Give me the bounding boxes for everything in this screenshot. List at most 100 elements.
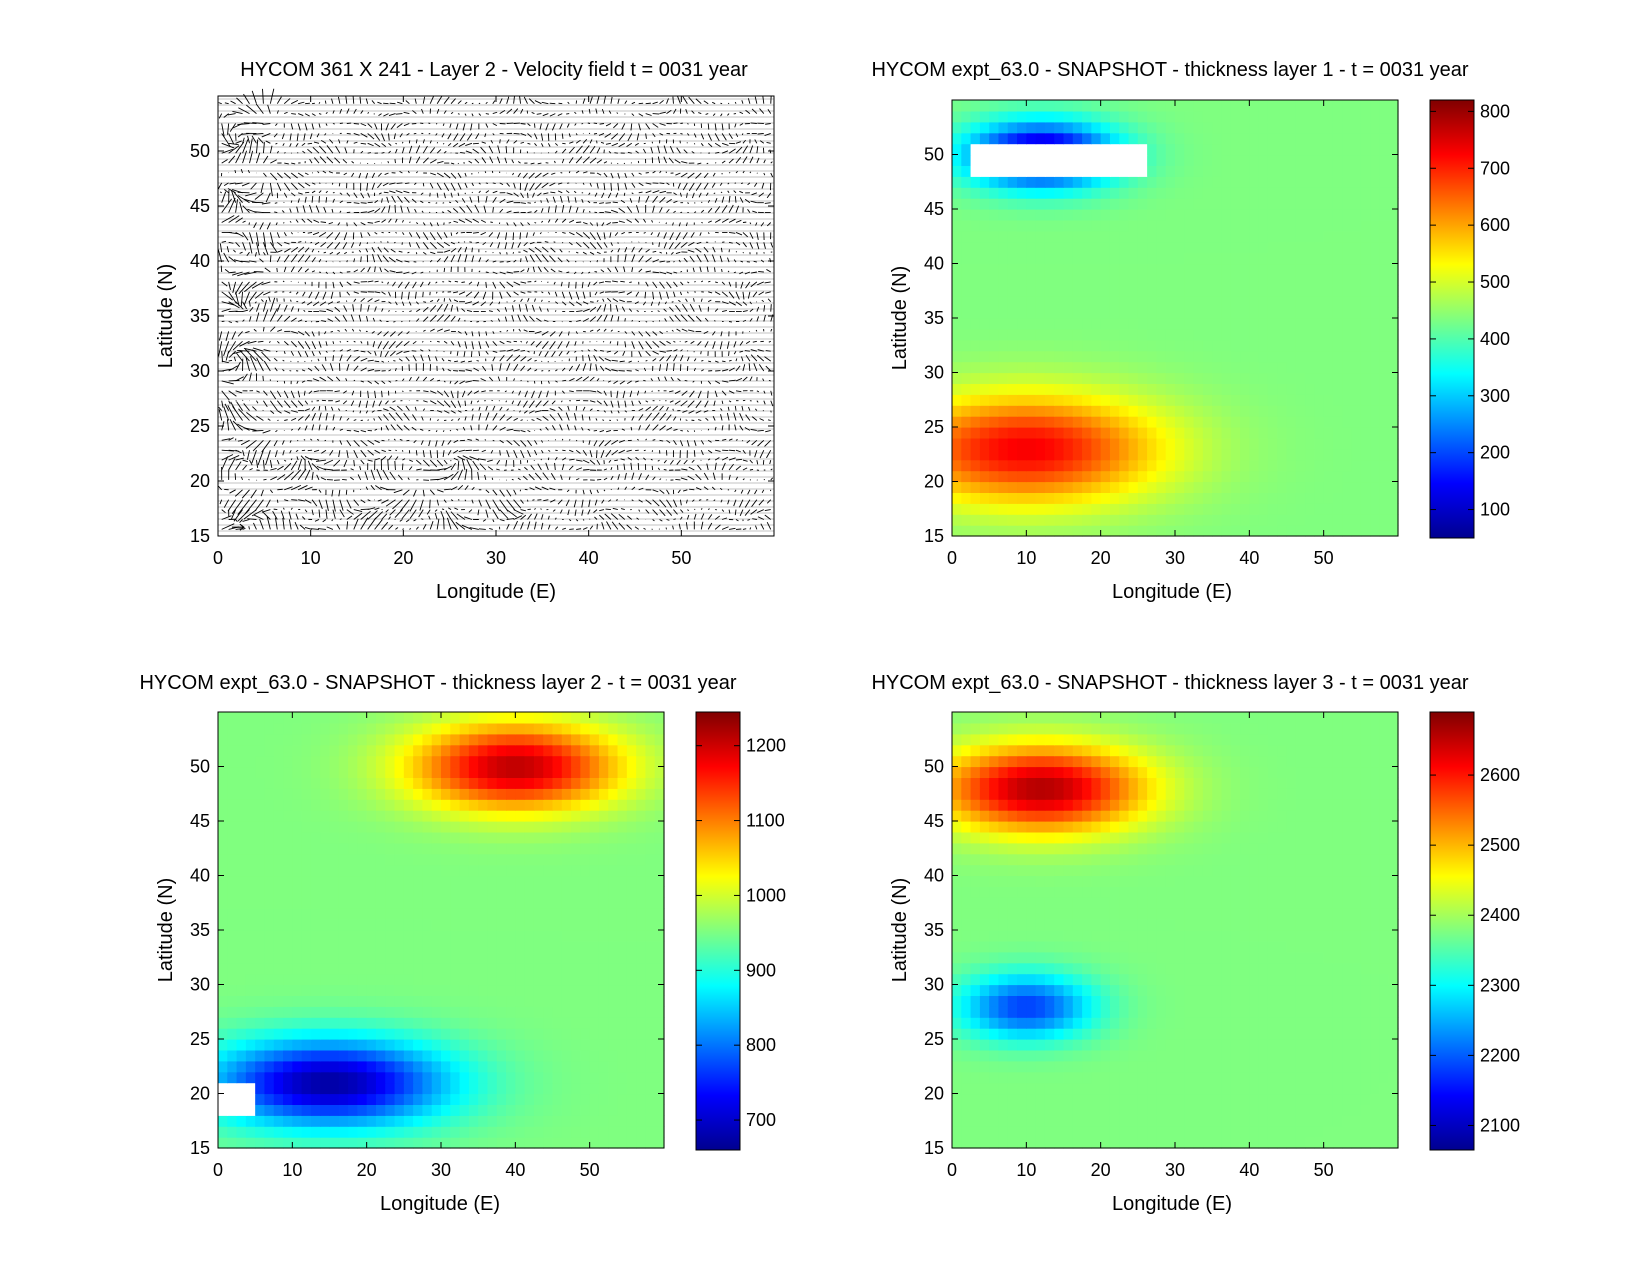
contour-cell	[1370, 230, 1381, 243]
velocity-arrow	[749, 145, 754, 154]
velocity-arrow	[242, 150, 248, 164]
velocity-arrow	[228, 155, 236, 164]
velocity-arrow	[745, 109, 751, 114]
velocity-arrow	[534, 472, 542, 481]
velocity-arrow	[332, 271, 336, 275]
contour-cell	[1230, 427, 1241, 439]
velocity-arrow	[284, 410, 291, 414]
velocity-arrow	[304, 123, 308, 131]
velocity-arrow	[742, 156, 748, 164]
velocity-arrow	[513, 499, 522, 509]
velocity-arrow	[652, 424, 659, 431]
velocity-arrow	[476, 400, 480, 403]
contour-cell	[1212, 372, 1223, 384]
contour-cell	[961, 405, 972, 417]
velocity-arrow	[499, 489, 505, 497]
velocity-arrow	[750, 200, 757, 204]
velocity-arrow	[735, 439, 738, 441]
contour-cell	[1044, 328, 1055, 341]
contour-cell	[1128, 339, 1139, 352]
velocity-arrow	[703, 253, 709, 263]
velocity-arrow	[235, 199, 239, 213]
velocity-arrow	[693, 358, 697, 362]
velocity-arrow	[674, 400, 681, 405]
contour-cell	[979, 492, 990, 504]
contour-cell	[1230, 230, 1241, 243]
contour-cell	[1063, 481, 1074, 493]
contour-cell	[970, 470, 981, 483]
velocity-arrow	[678, 299, 681, 303]
velocity-arrow	[323, 206, 327, 213]
contour-cell	[1258, 514, 1269, 526]
velocity-arrow	[230, 189, 237, 203]
velocity-arrow	[249, 372, 252, 381]
velocity-arrow	[367, 123, 373, 129]
velocity-arrow	[245, 439, 257, 449]
contour-cell	[989, 470, 1000, 483]
velocity-arrow	[295, 219, 299, 223]
velocity-arrow	[513, 182, 516, 189]
contour-cell	[1379, 318, 1390, 330]
contour-cell	[1249, 470, 1260, 483]
contour-cell	[1258, 459, 1269, 472]
velocity-arrow	[443, 267, 446, 273]
contour-cell	[1082, 470, 1092, 483]
velocity-arrow	[245, 330, 250, 334]
velocity-arrow	[450, 400, 457, 409]
velocity-arrow	[485, 499, 491, 510]
velocity-arrow	[382, 182, 389, 187]
velocity-arrow	[719, 182, 723, 186]
velocity-arrow	[318, 424, 321, 431]
contour-cell	[1109, 470, 1120, 483]
velocity-arrow	[535, 400, 542, 408]
velocity-arrow	[700, 450, 704, 456]
velocity-arrow	[626, 524, 633, 530]
contour-cell	[1054, 263, 1065, 275]
velocity-arrow	[409, 310, 412, 313]
velocity-arrow	[360, 222, 366, 226]
velocity-arrow	[499, 291, 503, 299]
velocity-arrow	[250, 489, 257, 499]
velocity-arrow	[318, 405, 321, 411]
velocity-arrow	[545, 462, 549, 471]
velocity-arrow	[529, 254, 535, 263]
velocity-arrow	[547, 291, 551, 295]
contour-cell	[1249, 263, 1260, 275]
contour-cell	[1314, 416, 1325, 428]
contour-cell	[1165, 470, 1176, 483]
contour-cell	[1323, 372, 1334, 384]
velocity-arrow	[284, 241, 290, 245]
velocity-arrow	[405, 405, 410, 411]
velocity-arrow	[596, 159, 603, 164]
contour-cell	[1007, 296, 1018, 308]
velocity-arrow	[616, 112, 619, 114]
velocity-arrow	[261, 509, 271, 513]
velocity-arrow	[325, 499, 329, 511]
velocity-arrow	[617, 474, 620, 481]
velocity-arrow	[289, 220, 292, 223]
velocity-arrow	[403, 111, 410, 115]
contour-cell	[1026, 252, 1037, 265]
contour-cell	[1007, 383, 1018, 395]
contour-cell	[1230, 481, 1241, 493]
contour-cell	[1305, 437, 1315, 450]
velocity-arrow	[520, 340, 523, 343]
velocity-arrow	[259, 519, 264, 530]
velocity-arrow	[659, 260, 666, 263]
contour-cell	[1175, 296, 1185, 308]
contour-cell	[970, 339, 981, 352]
velocity-arrow	[513, 95, 515, 104]
contour-cell	[1063, 318, 1074, 330]
velocity-arrow	[753, 260, 757, 263]
velocity-arrow	[487, 459, 493, 463]
contour-cell	[1109, 241, 1120, 254]
velocity-arrow	[668, 242, 674, 250]
contour-cell	[1119, 263, 1130, 275]
contour-cell	[1119, 296, 1130, 308]
contour-cell	[1184, 230, 1195, 243]
velocity-arrow	[618, 522, 626, 530]
velocity-arrow	[386, 241, 389, 243]
velocity-arrow	[228, 359, 233, 362]
velocity-arrow	[760, 523, 765, 530]
velocity-arrow	[339, 509, 345, 518]
